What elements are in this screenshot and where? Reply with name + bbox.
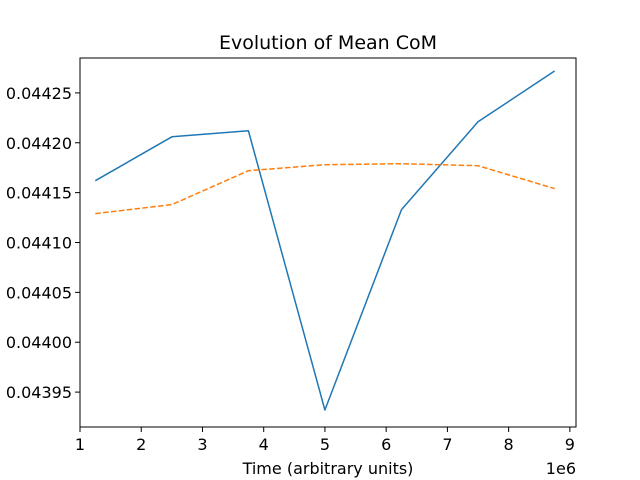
x-tick-label: 3 xyxy=(197,435,207,454)
chart-title: Evolution of Mean CoM xyxy=(219,32,437,54)
x-axis: 1 2 3 4 5 6 7 8 9 xyxy=(75,427,575,454)
axes-frame xyxy=(79,57,577,428)
x-tick-label: 2 xyxy=(136,435,146,454)
series-layer xyxy=(94,70,556,411)
x-tick-label: 6 xyxy=(381,435,391,454)
y-tick-label: 0.04415 xyxy=(6,184,72,203)
x-tick-label: 5 xyxy=(320,435,330,454)
y-tick-label: 0.04400 xyxy=(6,333,72,352)
x-tick-label: 4 xyxy=(259,435,269,454)
x-tick-label: 1 xyxy=(75,435,85,454)
x-tick-label: 7 xyxy=(442,435,452,454)
y-tick-label: 0.04425 xyxy=(6,84,72,103)
x-axis-label: Time (arbitrary units) xyxy=(242,459,414,478)
y-tick-label: 0.04395 xyxy=(6,383,72,402)
y-tick-label: 0.04405 xyxy=(6,283,72,302)
x-tick-label: 8 xyxy=(504,435,514,454)
series-line-1 xyxy=(94,70,556,411)
x-tick-label: 9 xyxy=(565,435,575,454)
series-line-2 xyxy=(95,162,555,215)
y-axis: 0.04395 0.04400 0.04405 0.04410 0.04415 0.044… xyxy=(6,84,80,402)
y-tick-label: 0.04410 xyxy=(6,234,72,253)
x-axis-offset-label: 1e6 xyxy=(546,459,576,478)
y-tick-label: 0.04420 xyxy=(6,134,72,153)
